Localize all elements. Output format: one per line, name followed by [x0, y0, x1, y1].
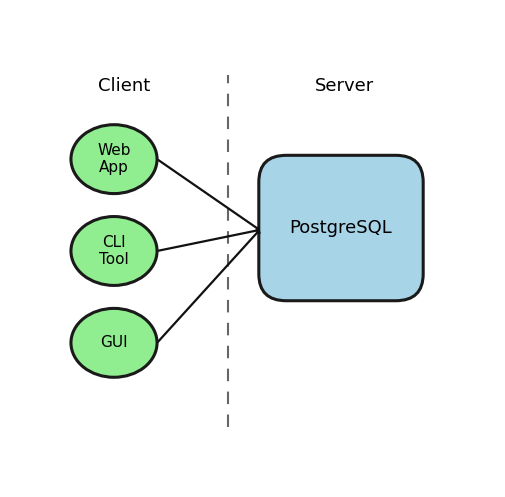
Text: CLI
Tool: CLI Tool: [99, 235, 129, 267]
Ellipse shape: [71, 217, 157, 285]
Text: Client: Client: [97, 78, 150, 95]
Text: GUI: GUI: [100, 335, 128, 350]
Text: PostgreSQL: PostgreSQL: [290, 219, 392, 237]
Ellipse shape: [71, 308, 157, 377]
Text: Web
App: Web App: [97, 143, 131, 175]
FancyBboxPatch shape: [259, 155, 423, 301]
Ellipse shape: [71, 125, 157, 193]
Text: Server: Server: [315, 78, 375, 95]
